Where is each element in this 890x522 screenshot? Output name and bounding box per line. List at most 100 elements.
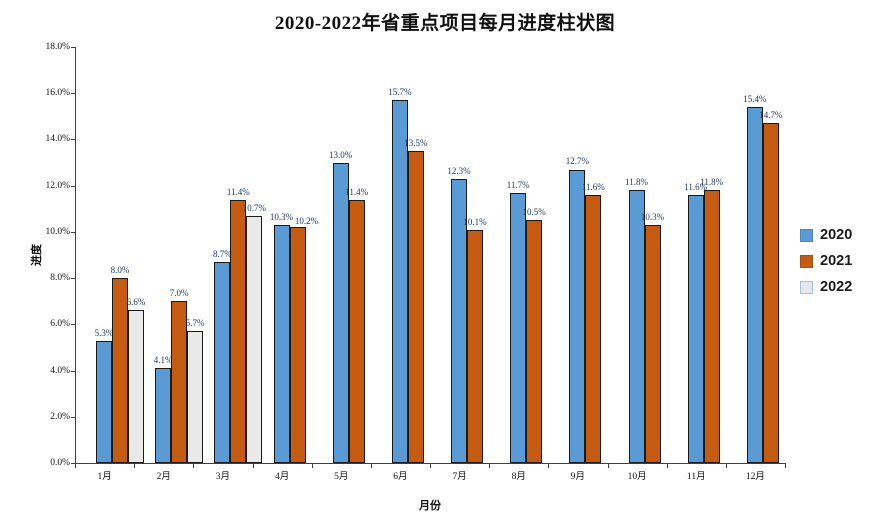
x-category-label: 11月	[686, 472, 706, 482]
x-category-label: 3月	[215, 472, 231, 482]
legend: 2020 2021 2022	[800, 228, 852, 306]
bar-2020-7月	[451, 178, 467, 463]
bar-2020-2月	[155, 368, 172, 463]
y-tick-mark	[71, 370, 76, 372]
bar-value-label: 11.6%	[684, 181, 708, 192]
x-tick-mark	[134, 464, 136, 468]
bar-value-label: 5.3%	[94, 327, 114, 338]
bar-value-label: 7.0%	[169, 288, 189, 299]
bar-value-label: 5.7%	[185, 318, 205, 329]
bar-2021-12月	[762, 123, 779, 463]
bar-2020-1月	[96, 340, 112, 463]
bar-2021-11月	[703, 190, 720, 463]
bar-value-label: 8.0%	[110, 265, 130, 276]
bar-value-label: 11.8%	[625, 177, 648, 188]
legend-entry-2020: 2020	[800, 228, 852, 243]
x-tick-mark	[725, 464, 727, 468]
bar-value-label: 12.3%	[447, 165, 471, 176]
bar-value-label: 11.4%	[345, 186, 369, 197]
x-tick-mark	[666, 464, 668, 468]
bar-2021-5月	[348, 199, 365, 463]
legend-entry-2021: 2021	[800, 254, 852, 269]
chart-title: 2020-2022年省重点项目每月进度柱状图	[274, 13, 616, 34]
bar-2021-1月	[112, 278, 128, 463]
y-tick-label: 4.0%	[50, 365, 70, 376]
x-tick-mark	[311, 464, 313, 468]
x-category-label: 1月	[97, 472, 112, 482]
x-category-label: 7月	[452, 472, 467, 482]
bar-2020-10月	[628, 190, 645, 463]
bar-2020-9月	[569, 169, 586, 463]
bar-2020-3月	[214, 261, 231, 463]
x-tick-mark	[607, 464, 609, 468]
bar-value-label: 15.7%	[388, 87, 412, 98]
y-tick-mark	[71, 139, 76, 141]
bar-2020-5月	[332, 162, 349, 463]
legend-swatch-2021	[800, 255, 813, 268]
bar-value-label: 14.7%	[759, 110, 783, 121]
legend-label-2021: 2021	[820, 253, 853, 269]
x-tick-mark	[252, 464, 254, 468]
bar-value-label: 10.5%	[522, 207, 546, 218]
bar-value-label: 15.4%	[743, 94, 767, 105]
x-axis-title: 月份	[419, 500, 441, 512]
bar-value-label: 10.3%	[640, 211, 665, 222]
bar-2021-2月	[171, 301, 188, 463]
x-category-label: 8月	[511, 472, 526, 482]
y-tick-label: 8.0%	[50, 273, 70, 284]
bar-value-label: 11.7%	[506, 179, 530, 190]
x-category-label: 5月	[334, 472, 349, 482]
bar-2020-12月	[746, 107, 763, 463]
y-tick-label: 18.0%	[45, 42, 70, 52]
bar-2021-9月	[585, 194, 602, 463]
legend-entry-2022: 2022	[800, 280, 852, 295]
bar-2022-1月	[128, 310, 144, 463]
plot-area: 5.3% 8.0% 6.6% 4.1% 7.0% 5.7% 8.7% 11.4% 10.7% 10…	[75, 47, 786, 464]
bar-value-label: 11.6%	[581, 181, 605, 192]
y-tick-label: 14.0%	[45, 134, 70, 145]
x-tick-mark	[75, 464, 76, 468]
bar-2022-2月	[187, 331, 204, 463]
bar-2021-10月	[644, 224, 661, 463]
bar-value-label: 10.2%	[294, 215, 319, 226]
x-category-label: 9月	[570, 472, 586, 482]
x-category-label: 6月	[393, 472, 408, 482]
y-tick-label: 10.0%	[45, 226, 70, 237]
bar-2020-6月	[391, 100, 408, 463]
x-category-label: 4月	[274, 472, 290, 482]
y-tick-label: 0.0%	[50, 458, 70, 468]
bar-value-label: 10.3%	[269, 211, 294, 222]
x-tick-mark	[370, 464, 372, 468]
legend-label-2020: 2020	[820, 227, 853, 243]
x-category-label: 12月	[745, 472, 765, 482]
bar-value-label: 8.7%	[212, 248, 232, 259]
x-tick-mark	[193, 464, 195, 468]
legend-label-2022: 2022	[820, 279, 853, 295]
y-tick-mark	[71, 185, 76, 187]
y-tick-mark	[71, 231, 76, 233]
legend-swatch-2022	[800, 281, 813, 294]
bar-value-label: 4.1%	[153, 355, 173, 366]
bar-2021-8月	[526, 220, 543, 463]
bar-2021-7月	[467, 229, 483, 463]
bar-value-label: 11.8%	[700, 177, 724, 188]
y-tick-mark	[71, 463, 76, 464]
y-tick-mark	[71, 324, 76, 326]
x-category-label: 2月	[156, 472, 171, 482]
bar-2020-4月	[273, 224, 290, 463]
x-tick-mark	[430, 464, 431, 468]
bar-2020-8月	[510, 192, 527, 463]
y-tick-mark	[71, 416, 76, 418]
y-tick-label: 2.0%	[50, 411, 70, 422]
bar-value-label: 13.0%	[329, 149, 353, 160]
y-tick-mark	[71, 278, 76, 280]
y-tick-mark	[71, 47, 76, 48]
x-tick-mark	[548, 464, 550, 468]
x-category-label: 10月	[627, 472, 647, 482]
y-tick-mark	[71, 93, 76, 95]
bar-2021-6月	[407, 151, 424, 463]
x-tick-mark	[489, 464, 491, 468]
bar-2021-3月	[230, 199, 247, 463]
bar-value-label: 13.5%	[404, 138, 428, 148]
